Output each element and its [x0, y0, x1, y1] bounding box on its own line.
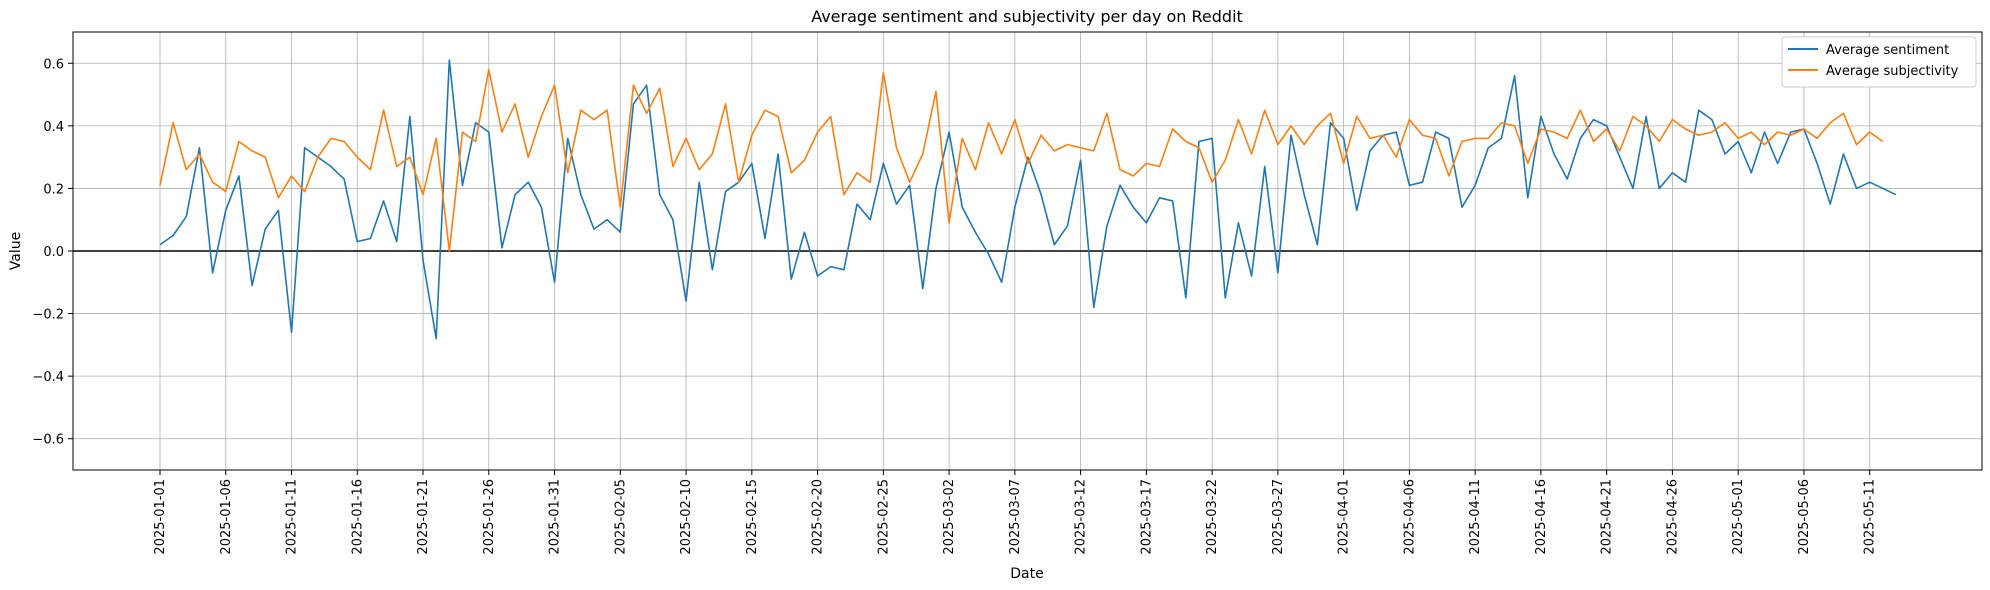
y-axis: 0.6 0.4 0.2 0.0 −0.2 −0.4 −0.6	[32, 57, 73, 447]
x-tick-label: 2025-01-16	[350, 479, 365, 555]
x-tick-label: 2025-04-21	[1600, 479, 1615, 555]
subjectivity-line	[160, 70, 1883, 251]
x-tick-label: 2025-01-06	[219, 479, 234, 555]
x-tick-label: 2025-04-01	[1337, 479, 1352, 555]
x-tick-label: 2025-02-25	[876, 479, 891, 555]
x-tick-label: 2025-03-12	[1074, 479, 1089, 555]
legend-label-sentiment: Average sentiment	[1826, 43, 1949, 58]
x-tick-label: 2025-03-02	[942, 479, 957, 555]
y-axis-title: Value	[8, 232, 24, 270]
x-tick-label: 2025-04-16	[1534, 479, 1549, 555]
x-tick-label: 2025-04-26	[1665, 479, 1680, 555]
x-tick-label: 2025-03-17	[1139, 479, 1154, 555]
y-tick-label: 0.0	[43, 245, 64, 260]
y-tick-label: −0.4	[32, 370, 64, 385]
chart-title: Average sentiment and subjectivity per d…	[811, 7, 1243, 26]
legend: Average sentiment Average subjectivity	[1782, 37, 1976, 87]
x-tick-label: 2025-01-11	[285, 479, 300, 555]
legend-label-subjectivity: Average subjectivity	[1826, 64, 1959, 79]
y-tick-label: 0.4	[43, 120, 64, 135]
x-tick-label: 2025-02-15	[745, 479, 760, 555]
x-tick-label: 2025-03-07	[1008, 479, 1023, 555]
x-tick-label: 2025-01-01	[153, 479, 168, 555]
x-tick-label: 2025-04-11	[1468, 479, 1483, 555]
x-tick-label: 2025-03-22	[1205, 479, 1220, 555]
x-tick-label: 2025-05-11	[1863, 479, 1878, 555]
y-tick-label: 0.2	[43, 182, 64, 197]
x-tick-label: 2025-04-06	[1402, 479, 1417, 555]
x-tick-label: 2025-02-05	[613, 479, 628, 555]
x-axis: 2025-01-01 2025-01-06 2025-01-11 2025-01-16…	[153, 470, 1878, 555]
x-tick-label: 2025-05-01	[1731, 479, 1746, 555]
x-tick-label: 2025-01-26	[482, 479, 497, 555]
sentiment-line	[160, 60, 1896, 338]
x-tick-label: 2025-01-21	[416, 479, 431, 555]
y-tick-label: −0.2	[32, 308, 64, 323]
y-tick-label: 0.6	[43, 57, 64, 72]
x-tick-label: 2025-02-20	[811, 479, 826, 555]
x-tick-label: 2025-03-27	[1271, 479, 1286, 555]
x-tick-label: 2025-01-31	[548, 479, 563, 555]
series-layer	[160, 60, 1896, 338]
x-axis-title: Date	[1010, 566, 1043, 582]
x-tick-label: 2025-02-10	[679, 479, 694, 555]
y-tick-label: −0.6	[32, 433, 64, 448]
x-tick-label: 2025-05-06	[1797, 479, 1812, 555]
